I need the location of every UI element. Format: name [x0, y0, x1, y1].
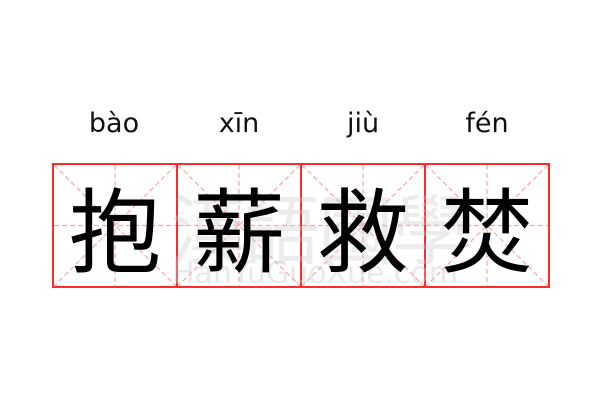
grid-guide-lines	[302, 165, 424, 286]
character-grid: 抱 薪 救 焚	[52, 163, 550, 288]
character: 抱	[68, 180, 161, 287]
character: 焚	[440, 180, 533, 287]
guide-line	[54, 165, 176, 286]
pinyin-3: jiù	[346, 108, 380, 139]
guide-line	[302, 165, 424, 286]
watermark-url: HanYuGuoXue.com	[172, 256, 459, 291]
pinyin-1: bào	[88, 108, 140, 139]
character: 薪	[192, 180, 285, 287]
character-cell: 救	[302, 165, 426, 287]
guide-line	[302, 165, 424, 286]
grid-guide-lines	[54, 165, 176, 286]
guide-line	[426, 165, 548, 286]
character-cell: 抱	[54, 165, 178, 287]
guide-line	[178, 165, 300, 286]
guide-line	[426, 165, 548, 286]
pinyin-4: fén	[465, 108, 509, 139]
character: 救	[316, 180, 409, 287]
grid-guide-lines	[178, 165, 300, 286]
guide-line	[178, 165, 300, 286]
pinyin-2: xīn	[218, 108, 260, 139]
guide-line	[54, 165, 176, 286]
watermark-logo: 漢語國學	[170, 187, 468, 276]
character-cell: 薪	[178, 165, 302, 287]
grid-guide-lines	[426, 165, 548, 286]
character-cell: 焚	[426, 165, 548, 287]
